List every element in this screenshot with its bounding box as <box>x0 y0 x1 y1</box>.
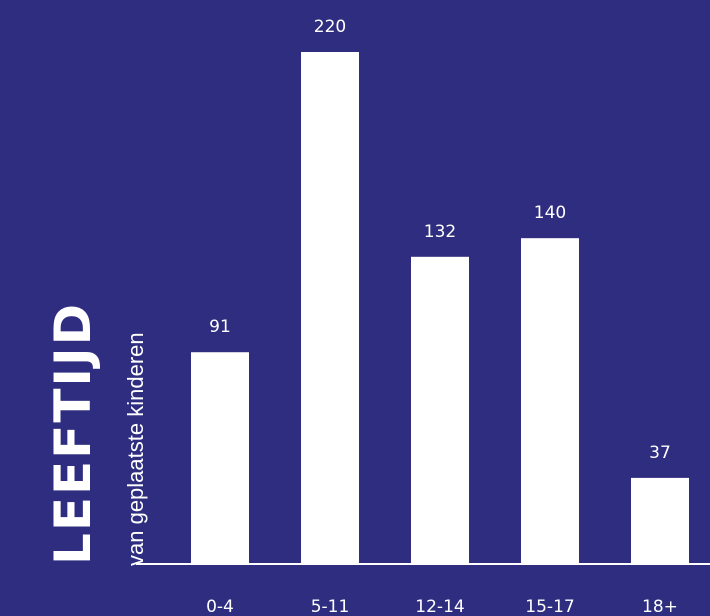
x-tick-label-18+: 18+ <box>642 597 678 616</box>
data-label-15-17: 140 <box>534 203 566 223</box>
x-tick-label-15-17: 15-17 <box>525 597 574 616</box>
x-tick-label-0-4: 0-4 <box>206 597 234 616</box>
bar-12-14 <box>411 256 469 564</box>
bar-18+ <box>631 477 689 564</box>
data-label-0-4: 91 <box>209 317 231 337</box>
x-tick-label-12-14: 12-14 <box>415 597 464 616</box>
x-tick-label-5-11: 5-11 <box>311 597 350 616</box>
bar-5-11 <box>301 52 359 564</box>
data-label-12-14: 132 <box>424 222 456 242</box>
bar-0-4 <box>191 352 249 564</box>
bar-15-17 <box>521 238 579 564</box>
data-label-18+: 37 <box>649 443 671 463</box>
data-label-5-11: 220 <box>314 17 346 37</box>
